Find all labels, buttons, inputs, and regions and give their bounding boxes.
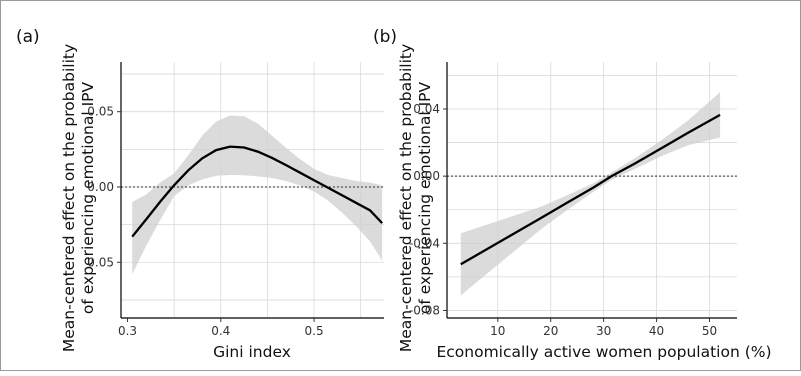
panel-b-x-tick-label-0: 10 [490, 324, 505, 338]
panel-a-x-tick-label-1: 0.4 [211, 324, 230, 338]
panel-b-y-tick-label-1: -0.04 [409, 236, 440, 250]
panel-a-x-tick-label-2: 0.5 [305, 324, 324, 338]
panel-a-y-tick-label-2: 0.05 [87, 105, 114, 119]
panel-b-confidence-band [460, 92, 721, 296]
panel-b-y-tick-label-0: -0.08 [409, 303, 440, 317]
panel-a-x-tick-label-0: 0.3 [118, 324, 137, 338]
panel-b-x-tick-label-3: 40 [649, 324, 664, 338]
panel-a-xlabel: Gini index [213, 343, 291, 361]
panel-b-x-tick-label-2: 30 [596, 324, 611, 338]
panel-b-x-tick-label-4: 50 [702, 324, 717, 338]
panel-b-y-tick-label-3: 0.04 [413, 102, 440, 116]
panel-a-y-tick-label-1: 0.00 [87, 180, 114, 194]
panel-a-effect-line [131, 145, 383, 238]
panel-b-x-tick-label-1: 20 [543, 324, 558, 338]
panel-b-y-tick-label-2: 0.00 [413, 169, 440, 183]
panel-b-ylabel-line1: Mean-centered effect on the probability [397, 44, 415, 352]
panel-a-ylabel-line2: of experiencing emotional IPV [79, 82, 97, 315]
panel-a-label: (a) [16, 27, 40, 47]
panel-b-label: (b) [373, 27, 397, 47]
panel-a-confidence-band [132, 115, 383, 275]
panel-a-plot: 0.05 0.00 0.05 0.3 0.4 0.5 [87, 62, 384, 338]
panel-b-ylabel-line2: of experiencing emotional IPV [416, 82, 434, 315]
panel-b-plot: -0.08 -0.04 0.00 0.04 10 20 30 40 50 [409, 62, 737, 338]
panel-a-ylabel-line1: Mean-centered effect on the probability [60, 44, 78, 352]
panel-b-xlabel: Economically active women population (%) [436, 343, 771, 361]
panel-b-effect-line [460, 113, 721, 266]
panel-a-y-tick-label-0: 0.05 [87, 255, 114, 269]
